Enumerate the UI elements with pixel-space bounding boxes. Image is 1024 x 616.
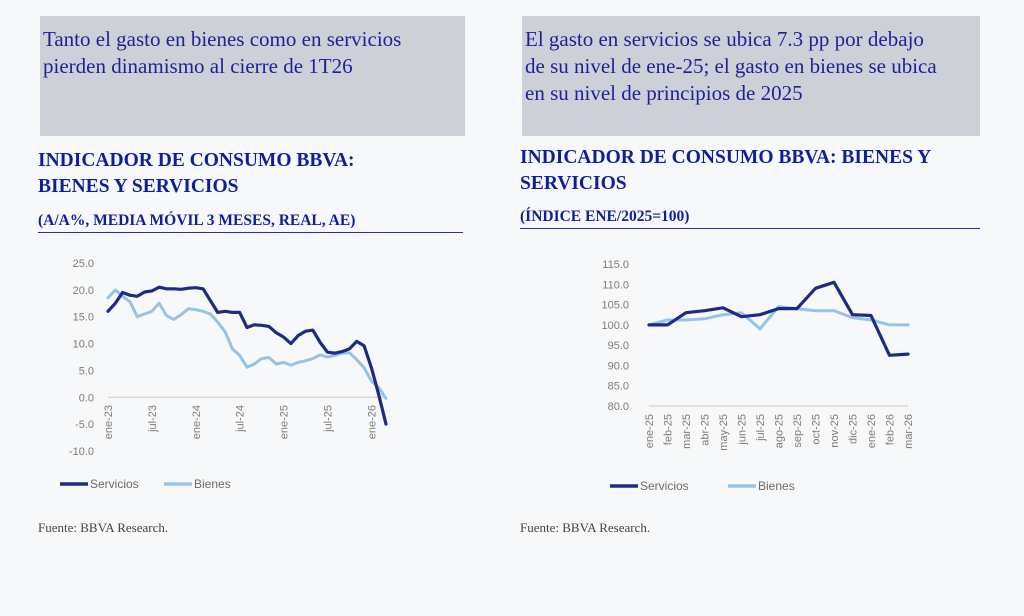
- right-chart-ytick-label: 95.0: [608, 340, 629, 352]
- right-headline-line3: en su nivel de principios de 2025: [525, 81, 803, 105]
- left-chart-title-line2: BIENES Y SERVICIOS: [38, 176, 239, 197]
- right-chart-xtick-label: ene-26: [866, 414, 878, 448]
- right-chart-xtick-label: ago-25: [774, 414, 786, 448]
- right-chart-xtick-label: mar-26: [903, 414, 915, 449]
- left-headline-box: Tanto el gasto en bienes como en servici…: [40, 16, 465, 136]
- right-chart-series-bienes-line: [647, 305, 910, 331]
- right-chart-xtick-label: sep-25: [792, 414, 804, 448]
- right-chart-xtick-label: dic-25: [848, 414, 860, 444]
- left-chart-series-bienes-line: [106, 288, 388, 400]
- right-panel: El gasto en servicios se ubica 7.3 pp po…: [482, 0, 982, 616]
- right-chart-xtick-label: may-25: [718, 414, 730, 451]
- left-chart-legend-bienes-label: Bienes: [194, 477, 231, 491]
- right-chart-legend-servicios-label: Servicios: [640, 479, 689, 493]
- right-chart-ytick-label: 85.0: [608, 381, 629, 393]
- right-chart-xtick-label: jul-25: [755, 414, 767, 442]
- left-line-chart: 25.0 20.0 15.0 10.0 5.0 0.0 -5.0 -10.0 ene-23 jul…: [60, 258, 388, 491]
- left-headline-line2: pierden dinamismo al cierre de 1T26: [43, 54, 353, 78]
- left-source-note: Fuente: BBVA Research.: [38, 520, 169, 535]
- left-chart-ytick-label: 10.0: [73, 339, 94, 351]
- right-chart-subtitle: (ÍNDICE ENE/2025=100): [520, 208, 980, 229]
- right-chart-xtick-label: feb-25: [663, 414, 675, 445]
- right-headline-line1: El gasto en servicios se ubica 7.3 pp po…: [525, 27, 924, 51]
- right-line-chart: 115.0 110.0 105.0 100.0 95.0 90.0 85.0 80.0 ene-…: [601, 259, 915, 493]
- right-chart-ytick-label: 100.0: [601, 320, 629, 332]
- right-chart-ytick-label: 80.0: [608, 401, 629, 413]
- left-chart-xtick-label: jul-24: [235, 405, 247, 433]
- left-chart-ytick-label: 20.0: [73, 285, 94, 297]
- right-source-note: Fuente: BBVA Research.: [520, 520, 651, 535]
- left-chart-title-line1: INDICADOR DE CONSUMO BBVA:: [38, 150, 355, 171]
- left-chart-xtick-label: jul-23: [147, 405, 159, 433]
- left-chart-subtitle: (A/A%, MEDIA MÓVIL 3 MESES, REAL, AE): [38, 212, 463, 233]
- right-chart-xtick-label: nov-25: [829, 414, 841, 448]
- left-chart-ytick-label: 25.0: [73, 258, 94, 270]
- right-chart-ytick-label: 90.0: [608, 360, 629, 372]
- left-headline-line1: Tanto el gasto en bienes como en servici…: [43, 27, 402, 51]
- left-chart-ytick-label: 15.0: [73, 312, 94, 324]
- left-panel: Tanto el gasto en bienes como en servici…: [0, 0, 500, 616]
- left-chart-xtick-label: ene-23: [103, 405, 115, 439]
- left-chart-xtick-label: ene-25: [279, 405, 291, 439]
- right-chart-xtick-label: ene-25: [644, 414, 656, 448]
- right-chart-xtick-label: abr-25: [700, 414, 712, 446]
- right-chart-legend-bienes-label: Bienes: [758, 479, 795, 493]
- right-chart-ytick-label: 115.0: [602, 259, 629, 271]
- right-chart-ytick-label: 110.0: [602, 279, 629, 291]
- left-chart-series-servicios-line: [106, 285, 388, 426]
- right-chart-title-line2: SERVICIOS: [520, 173, 627, 194]
- left-chart-xtick-label: ene-24: [191, 405, 203, 439]
- right-chart-ytick-label: 105.0: [601, 300, 629, 312]
- left-chart-ytick-label: 5.0: [79, 365, 94, 377]
- left-chart-xtick-label: jul-25: [322, 405, 334, 433]
- left-chart-title: INDICADOR DE CONSUMO BBVA: BIENES Y SERV…: [38, 148, 478, 200]
- right-chart-xtick-label: oct-25: [811, 414, 823, 445]
- left-chart-legend-servicios-label: Servicios: [90, 477, 139, 491]
- right-chart-xtick-label: mar-25: [681, 414, 693, 449]
- left-chart-ytick-label: -5.0: [75, 419, 94, 431]
- right-chart-xtick-label: jun-25: [737, 414, 749, 446]
- right-chart-series-servicios-line: [647, 280, 910, 357]
- left-chart-ytick-label: 0.0: [79, 392, 94, 404]
- right-chart-title-line1: INDICADOR DE CONSUMO BBVA: BIENES Y: [520, 147, 932, 168]
- right-chart-title: INDICADOR DE CONSUMO BBVA: BIENES Y SERV…: [520, 145, 1020, 197]
- right-headline-box: El gasto en servicios se ubica 7.3 pp po…: [522, 16, 980, 136]
- left-chart-xtick-label: ene-26: [366, 405, 378, 439]
- right-headline-line2: de su nivel de ene-25; el gasto en biene…: [525, 54, 937, 78]
- left-chart-ytick-label: -10.0: [69, 446, 94, 458]
- right-chart-xtick-label: feb-26: [885, 414, 897, 445]
